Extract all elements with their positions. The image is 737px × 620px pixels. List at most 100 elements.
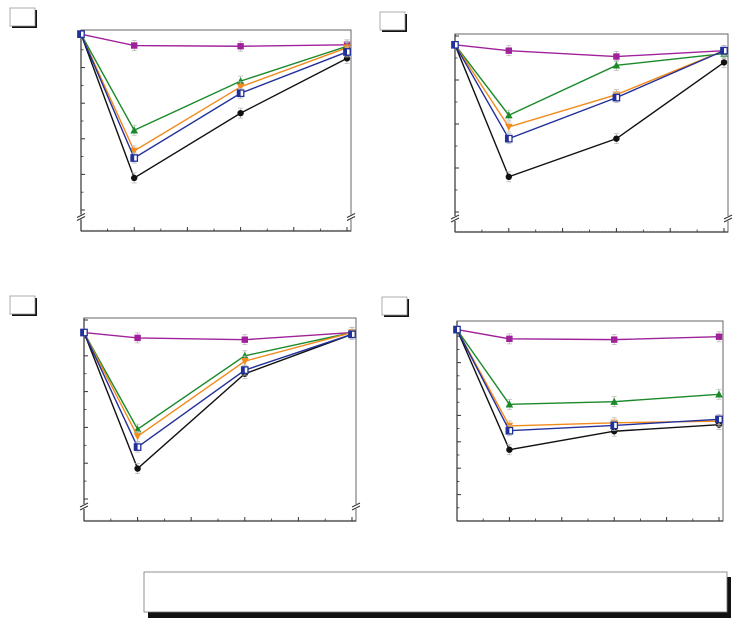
series-line bbox=[456, 328, 720, 341]
data-point-fill bbox=[80, 329, 84, 336]
series-line bbox=[456, 329, 720, 427]
series-line bbox=[83, 332, 353, 470]
axis-break-mark bbox=[346, 213, 356, 218]
legend-box bbox=[143, 571, 728, 613]
data-point bbox=[612, 61, 621, 69]
data-point-fill bbox=[77, 30, 81, 38]
series-f-tio2 bbox=[77, 30, 351, 164]
data-point bbox=[134, 334, 141, 342]
series-tio2-sigma- bbox=[453, 326, 723, 456]
data-point bbox=[613, 53, 620, 60]
data-point bbox=[241, 336, 248, 343]
axis-break-mark bbox=[346, 216, 356, 221]
data-point-fill bbox=[613, 94, 617, 101]
data-point bbox=[506, 335, 513, 343]
data-point bbox=[130, 126, 138, 134]
data-point-fill bbox=[343, 48, 347, 56]
series-line bbox=[456, 329, 720, 432]
data-point-fill bbox=[451, 41, 455, 48]
plot-frame bbox=[80, 29, 352, 232]
axis-break-gap bbox=[347, 214, 355, 220]
axis-break-mark bbox=[79, 505, 89, 511]
series-line bbox=[80, 33, 348, 132]
data-point bbox=[611, 336, 618, 343]
data-point-fill bbox=[506, 427, 510, 434]
data-point bbox=[237, 43, 244, 50]
data-point-fill bbox=[453, 326, 457, 333]
data-point bbox=[611, 428, 618, 435]
data-point bbox=[134, 465, 141, 472]
axis-break-gap bbox=[451, 216, 459, 221]
data-point bbox=[236, 83, 245, 91]
data-point bbox=[613, 135, 620, 142]
data-point bbox=[720, 59, 728, 66]
series-f-tio2 bbox=[453, 325, 723, 437]
data-point-fill bbox=[611, 422, 615, 429]
series-s-tio2 bbox=[80, 327, 356, 442]
panel-tag-box bbox=[9, 7, 36, 27]
series-sg-tio2 bbox=[80, 327, 356, 435]
data-point-fill bbox=[241, 366, 245, 374]
series-line bbox=[83, 331, 353, 438]
series-blank bbox=[451, 41, 728, 62]
data-point bbox=[610, 397, 618, 405]
data-point bbox=[505, 47, 512, 54]
panel-tag-box bbox=[9, 295, 36, 315]
series-line bbox=[83, 331, 353, 431]
series-line bbox=[80, 33, 348, 160]
data-point-fill bbox=[348, 331, 352, 338]
axis-break-mark bbox=[351, 502, 361, 508]
data-point bbox=[130, 147, 138, 155]
data-point bbox=[131, 42, 138, 49]
data-point-fill bbox=[505, 135, 509, 142]
panel-a bbox=[9, 7, 356, 232]
series-line bbox=[83, 331, 353, 341]
series-line bbox=[80, 33, 348, 152]
series-f-tio2 bbox=[80, 328, 356, 453]
data-point bbox=[241, 357, 249, 366]
axis-break-gap bbox=[80, 504, 88, 509]
plot-frame bbox=[454, 33, 729, 233]
series-line bbox=[83, 332, 353, 449]
data-point bbox=[506, 446, 513, 453]
data-point bbox=[236, 77, 245, 85]
axis-break-mark bbox=[79, 502, 89, 508]
data-point bbox=[505, 400, 514, 408]
data-point bbox=[133, 433, 142, 441]
series-line bbox=[454, 44, 725, 128]
series-blank bbox=[453, 326, 723, 346]
series-line bbox=[456, 329, 720, 406]
axis-break-mark bbox=[351, 505, 361, 511]
panel-tag-box bbox=[381, 296, 408, 316]
series-line bbox=[456, 329, 720, 451]
data-point bbox=[237, 109, 244, 117]
data-point bbox=[505, 173, 512, 180]
axis-break-mark bbox=[723, 217, 733, 223]
data-point-fill bbox=[715, 416, 719, 423]
panel-c bbox=[9, 295, 361, 522]
panel-d bbox=[381, 296, 724, 522]
data-point bbox=[241, 351, 249, 359]
data-point bbox=[715, 333, 723, 340]
data-point-fill bbox=[134, 443, 138, 451]
data-point bbox=[715, 390, 723, 398]
axis-break-gap bbox=[77, 214, 85, 220]
legend bbox=[143, 571, 731, 618]
series-line bbox=[80, 33, 348, 47]
axis-break-mark bbox=[723, 214, 733, 220]
data-point bbox=[505, 111, 513, 119]
data-point bbox=[505, 123, 513, 131]
data-point bbox=[133, 425, 142, 433]
series-line bbox=[454, 44, 725, 58]
axis-break-mark bbox=[76, 213, 86, 218]
axis-break-mark bbox=[76, 216, 86, 221]
panel-b bbox=[379, 11, 733, 233]
series-blank bbox=[77, 30, 351, 52]
series-f-tio2 bbox=[451, 40, 728, 145]
data-point-fill bbox=[720, 47, 724, 54]
data-point-fill bbox=[237, 90, 241, 97]
data-point-fill bbox=[131, 154, 135, 162]
series-line bbox=[454, 44, 725, 117]
series-line bbox=[80, 33, 348, 179]
